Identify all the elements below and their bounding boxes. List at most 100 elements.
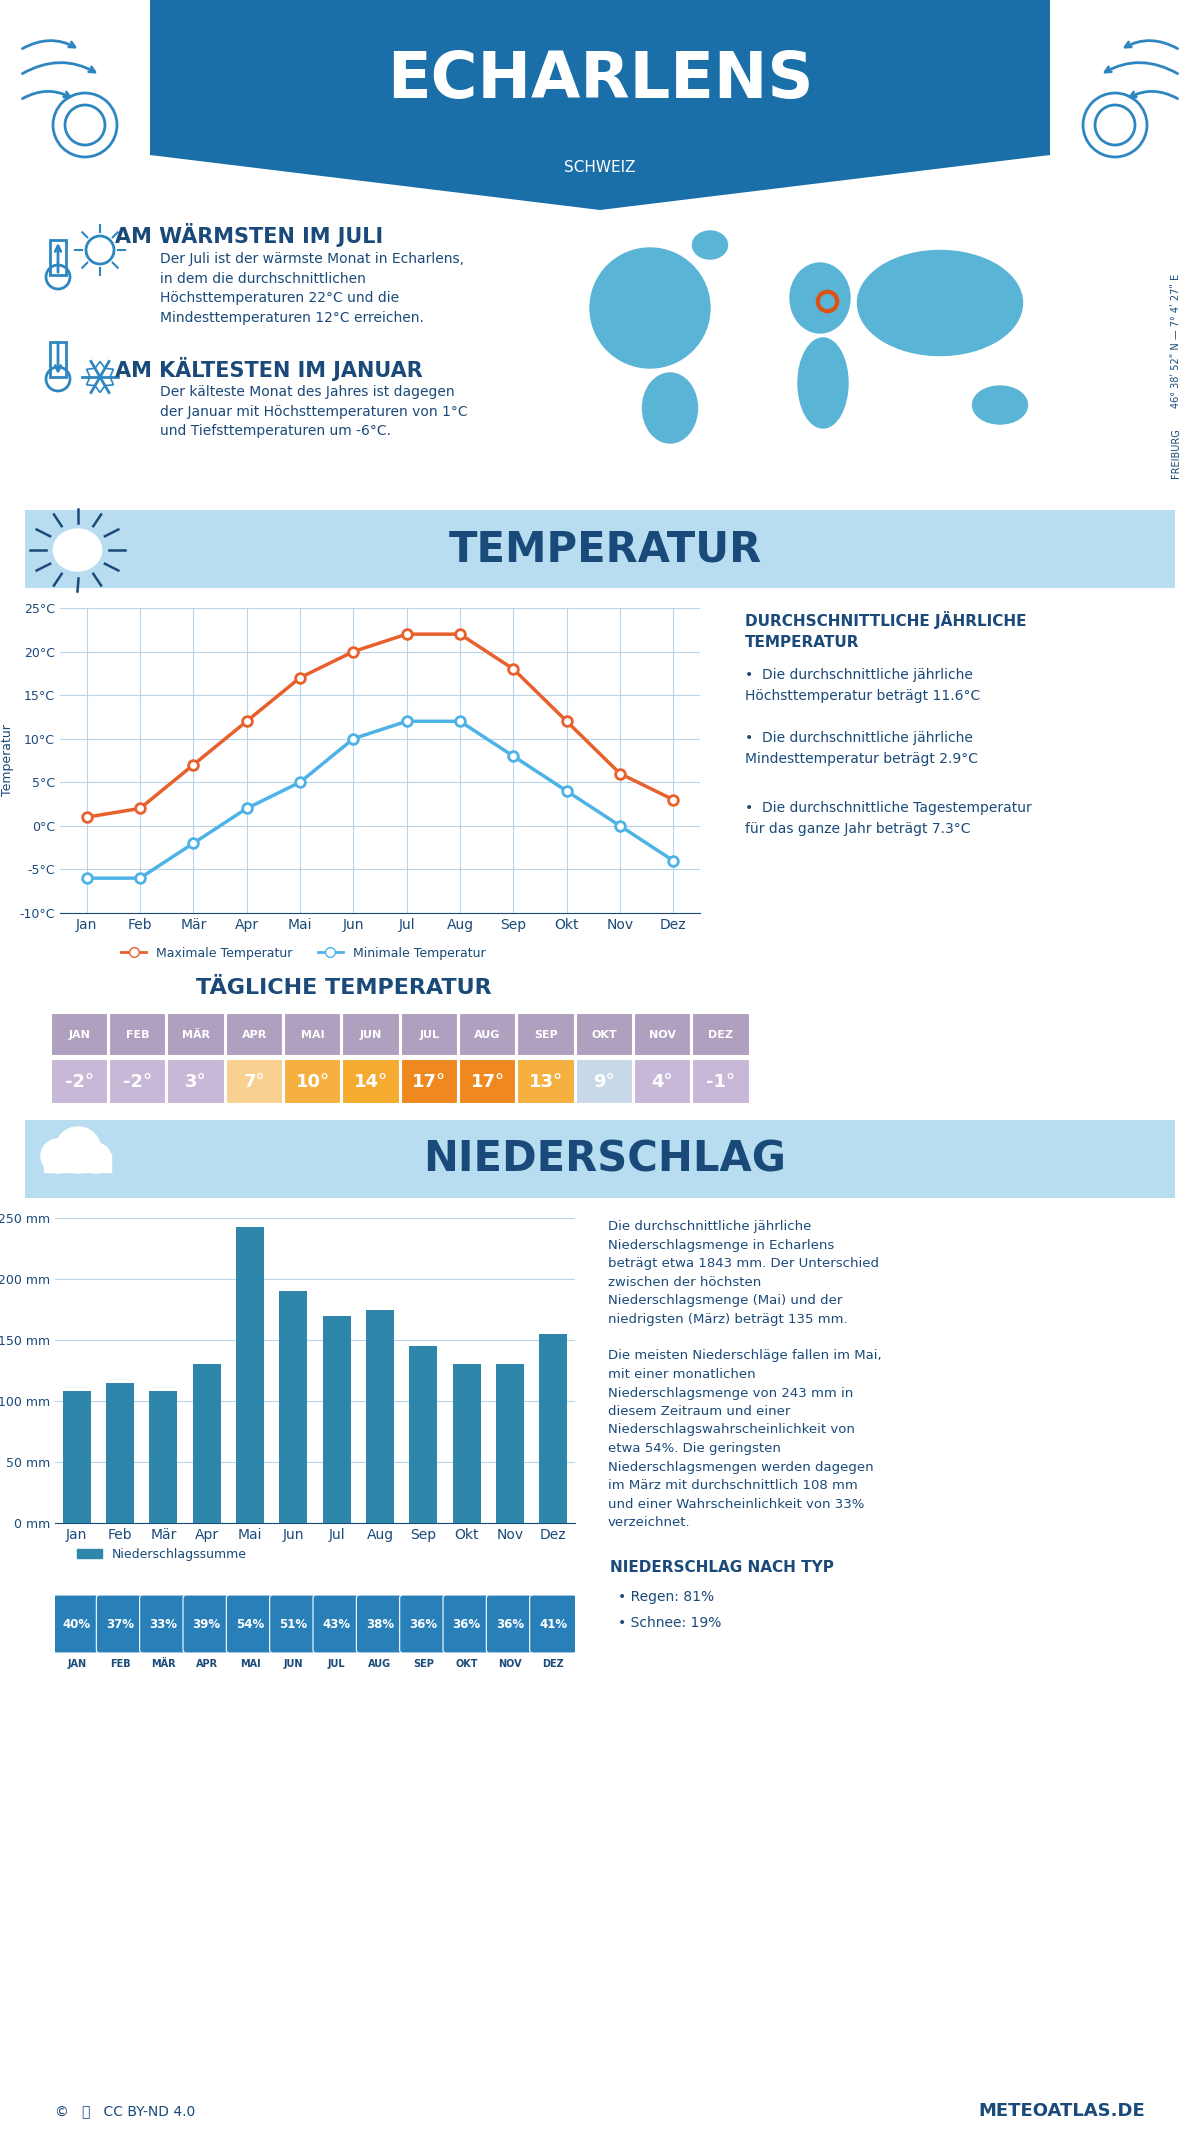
Text: 17°: 17° <box>412 1072 446 1091</box>
Text: 7°: 7° <box>244 1072 265 1091</box>
Text: 36%: 36% <box>452 1618 481 1631</box>
FancyBboxPatch shape <box>50 1059 108 1104</box>
Text: 14°: 14° <box>354 1072 388 1091</box>
FancyBboxPatch shape <box>50 1012 108 1055</box>
Text: -2°: -2° <box>122 1072 152 1091</box>
FancyBboxPatch shape <box>342 1012 400 1055</box>
Text: 37%: 37% <box>106 1618 134 1631</box>
FancyBboxPatch shape <box>167 1012 224 1055</box>
Bar <box>149 1391 178 1524</box>
Bar <box>236 1226 264 1524</box>
Text: ©   ⓘ   CC BY-ND 4.0: © ⓘ CC BY-ND 4.0 <box>55 2104 196 2119</box>
Bar <box>409 1346 438 1524</box>
Ellipse shape <box>858 250 1022 355</box>
Ellipse shape <box>972 385 1027 424</box>
Text: NOV: NOV <box>498 1658 522 1669</box>
FancyBboxPatch shape <box>53 1594 101 1652</box>
Text: AUG: AUG <box>474 1029 500 1040</box>
FancyBboxPatch shape <box>692 1059 750 1104</box>
Text: TÄGLICHE TEMPERATUR: TÄGLICHE TEMPERATUR <box>196 978 492 997</box>
Text: AM WÄRMSTEN IM JULI: AM WÄRMSTEN IM JULI <box>115 223 383 246</box>
Text: FREIBURG: FREIBURG <box>1171 428 1181 477</box>
Bar <box>323 1316 350 1524</box>
FancyBboxPatch shape <box>529 1594 577 1652</box>
Text: • Schnee: 19%: • Schnee: 19% <box>618 1616 721 1631</box>
Text: 36%: 36% <box>496 1618 524 1631</box>
Text: 13°: 13° <box>529 1072 563 1091</box>
Text: DEZ: DEZ <box>708 1029 733 1040</box>
FancyBboxPatch shape <box>284 1012 341 1055</box>
FancyBboxPatch shape <box>284 1059 341 1104</box>
FancyBboxPatch shape <box>226 1059 283 1104</box>
Text: SCHWEIZ: SCHWEIZ <box>564 160 636 175</box>
Ellipse shape <box>642 372 697 443</box>
FancyBboxPatch shape <box>356 1594 403 1652</box>
FancyBboxPatch shape <box>576 1012 632 1055</box>
Text: 51%: 51% <box>280 1618 307 1631</box>
Text: OKT: OKT <box>456 1658 478 1669</box>
FancyBboxPatch shape <box>634 1059 691 1104</box>
Text: 46° 38ʹ 52ʺ N — 7° 4ʹ 27ʺ E: 46° 38ʹ 52ʺ N — 7° 4ʹ 27ʺ E <box>1171 274 1181 409</box>
Text: FEB: FEB <box>109 1658 131 1669</box>
FancyBboxPatch shape <box>109 1059 166 1104</box>
Text: MÄR: MÄR <box>151 1658 175 1669</box>
Text: FEB: FEB <box>126 1029 149 1040</box>
Text: 3°: 3° <box>185 1072 206 1091</box>
Text: MÄR: MÄR <box>182 1029 210 1040</box>
Bar <box>44 1153 112 1173</box>
Bar <box>452 1365 481 1524</box>
FancyBboxPatch shape <box>458 1012 516 1055</box>
Text: AUG: AUG <box>368 1658 391 1669</box>
Text: NOV: NOV <box>649 1029 676 1040</box>
Bar <box>106 1382 134 1524</box>
Text: JAN: JAN <box>68 1029 90 1040</box>
Text: AM KÄLTESTEN IM JANUAR: AM KÄLTESTEN IM JANUAR <box>115 357 422 381</box>
FancyBboxPatch shape <box>443 1594 491 1652</box>
Polygon shape <box>150 0 1050 210</box>
FancyBboxPatch shape <box>401 1059 458 1104</box>
Text: 41%: 41% <box>539 1618 568 1631</box>
Text: NIEDERSCHLAG: NIEDERSCHLAG <box>424 1138 786 1179</box>
Ellipse shape <box>692 231 727 259</box>
Text: APR: APR <box>241 1029 266 1040</box>
Text: JUN: JUN <box>283 1658 304 1669</box>
FancyBboxPatch shape <box>486 1594 534 1652</box>
FancyBboxPatch shape <box>401 1012 458 1055</box>
FancyBboxPatch shape <box>270 1594 317 1652</box>
Text: JUL: JUL <box>328 1658 346 1669</box>
Legend: Maximale Temperatur, Minimale Temperatur: Maximale Temperatur, Minimale Temperatur <box>116 942 491 965</box>
FancyBboxPatch shape <box>23 507 1177 591</box>
Bar <box>50 342 66 377</box>
Text: MAI: MAI <box>301 1029 324 1040</box>
Text: -2°: -2° <box>65 1072 94 1091</box>
Circle shape <box>82 1143 112 1173</box>
FancyBboxPatch shape <box>227 1594 274 1652</box>
Text: •  Die durchschnittliche jährliche
Höchsttemperatur beträgt 11.6°C: • Die durchschnittliche jährliche Höchst… <box>745 668 980 702</box>
Text: -1°: -1° <box>707 1072 736 1091</box>
Text: 33%: 33% <box>149 1618 178 1631</box>
Bar <box>366 1310 394 1524</box>
Legend: Niederschlagssumme: Niederschlagssumme <box>72 1543 252 1566</box>
Text: DEZ: DEZ <box>542 1658 564 1669</box>
FancyBboxPatch shape <box>23 1117 1177 1201</box>
Text: NIEDERSCHLAGSWAHRSCHEINLICHKEIT: NIEDERSCHLAGSWAHRSCHEINLICHKEIT <box>161 1569 469 1584</box>
Text: Die durchschnittliche jährliche
Niederschlagsmenge in Echarlens
beträgt etwa 184: Die durchschnittliche jährliche Niedersc… <box>608 1220 882 1528</box>
FancyBboxPatch shape <box>109 1012 166 1055</box>
FancyBboxPatch shape <box>342 1059 400 1104</box>
Ellipse shape <box>790 263 850 334</box>
Circle shape <box>41 1138 74 1173</box>
Text: 38%: 38% <box>366 1618 394 1631</box>
FancyBboxPatch shape <box>634 1012 691 1055</box>
Text: NIEDERSCHLAG NACH TYP: NIEDERSCHLAG NACH TYP <box>610 1560 834 1575</box>
Y-axis label: Temperatur: Temperatur <box>1 725 14 796</box>
Text: • Regen: 81%: • Regen: 81% <box>618 1590 714 1605</box>
Text: •  Die durchschnittliche jährliche
Mindesttemperatur beträgt 2.9°C: • Die durchschnittliche jährliche Mindes… <box>745 732 978 766</box>
FancyBboxPatch shape <box>182 1594 230 1652</box>
Text: 39%: 39% <box>193 1618 221 1631</box>
Text: DURCHSCHNITTLICHE JÄHRLICHE
TEMPERATUR: DURCHSCHNITTLICHE JÄHRLICHE TEMPERATUR <box>745 612 1026 651</box>
Text: METEOATLAS.DE: METEOATLAS.DE <box>978 2101 1145 2121</box>
Text: OKT: OKT <box>592 1029 617 1040</box>
FancyBboxPatch shape <box>692 1012 750 1055</box>
Ellipse shape <box>590 248 710 368</box>
Text: 36%: 36% <box>409 1618 437 1631</box>
